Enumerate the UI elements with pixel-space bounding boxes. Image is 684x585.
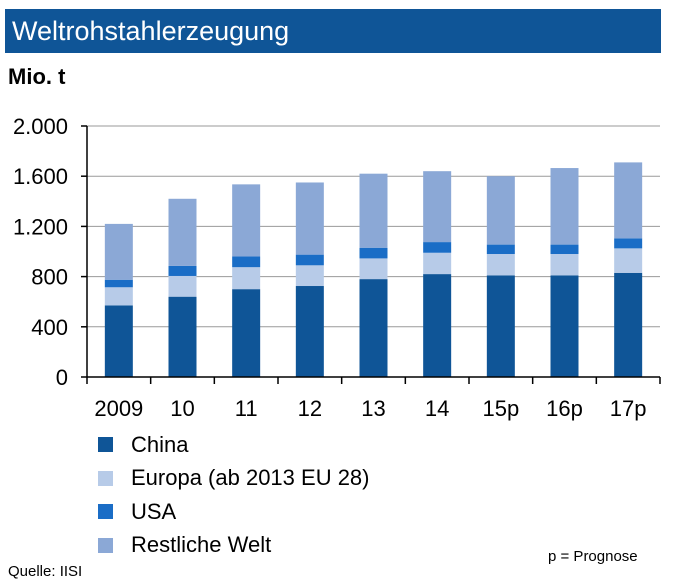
bar-segment-china bbox=[550, 275, 579, 377]
bar-segment-restliche bbox=[486, 176, 515, 245]
chart-title-banner: Weltrohstahlerzeugung bbox=[5, 9, 661, 53]
bar-segment-china bbox=[486, 275, 515, 377]
chart-legend: China Europa (ab 2013 EU 28) USA Restlic… bbox=[98, 428, 370, 562]
x-tick-label: 13 bbox=[361, 396, 385, 421]
legend-label-europa: Europa (ab 2013 EU 28) bbox=[131, 465, 370, 491]
bar-segment-europa bbox=[104, 287, 133, 306]
legend-swatch-europa bbox=[98, 470, 113, 486]
legend-item-restliche-welt: Restliche Welt bbox=[98, 529, 370, 563]
bar-segment-china bbox=[104, 305, 133, 377]
bar-segment-restliche bbox=[423, 171, 452, 243]
y-tick-label: 2.000 bbox=[13, 114, 68, 139]
bar-segment-europa bbox=[550, 254, 579, 276]
bar-segment-china bbox=[232, 289, 261, 377]
legend-label-restliche-welt: Restliche Welt bbox=[131, 532, 272, 558]
x-tick-label: 15p bbox=[482, 396, 519, 421]
bar-segment-europa bbox=[486, 254, 515, 276]
y-tick-label: 1.200 bbox=[13, 214, 68, 239]
source-note: Quelle: IISI bbox=[8, 563, 83, 580]
bar-segment-restliche bbox=[232, 184, 261, 257]
bar-segment-europa bbox=[295, 265, 324, 287]
bar-segment-usa bbox=[550, 244, 579, 255]
y-tick-label: 800 bbox=[31, 265, 68, 290]
bar-segment-restliche bbox=[614, 162, 643, 239]
legend-swatch-usa bbox=[98, 504, 113, 520]
x-tick-label: 10 bbox=[170, 396, 194, 421]
legend-item-usa: USA bbox=[98, 495, 370, 529]
y-axis-unit-label: Mio. t bbox=[8, 64, 66, 89]
legend-label-china: China bbox=[131, 431, 189, 457]
bar-segment-usa bbox=[423, 242, 452, 253]
bar-segment-restliche bbox=[104, 223, 133, 280]
y-tick-label: 1.600 bbox=[13, 164, 68, 189]
bar-segment-usa bbox=[104, 279, 133, 288]
x-tick-label: 14 bbox=[425, 396, 449, 421]
x-tick-label: 11 bbox=[235, 396, 258, 421]
bar-segment-europa bbox=[232, 267, 261, 290]
bar-segment-usa bbox=[486, 244, 515, 255]
legend-label-usa: USA bbox=[131, 498, 177, 524]
bar-segment-restliche bbox=[550, 168, 579, 245]
legend-item-china: China bbox=[98, 428, 370, 462]
chart-title: Weltrohstahlerzeugung bbox=[12, 16, 290, 46]
y-tick-label: 400 bbox=[31, 315, 68, 340]
bar-segment-usa bbox=[359, 247, 388, 259]
bar-segment-restliche bbox=[168, 198, 197, 266]
legend-swatch-china bbox=[98, 437, 113, 453]
bar-segment-usa bbox=[614, 238, 643, 249]
bar-segment-usa bbox=[168, 265, 197, 276]
bar-segment-china bbox=[423, 274, 452, 377]
legend-item-europa: Europa (ab 2013 EU 28) bbox=[98, 462, 370, 496]
legend-swatch-restliche-welt bbox=[98, 537, 113, 553]
bar-segment-europa bbox=[168, 275, 197, 297]
bar-segment-usa bbox=[295, 254, 324, 266]
bar-segment-europa bbox=[614, 248, 643, 273]
x-tick-label: 12 bbox=[298, 396, 322, 421]
bar-segment-restliche bbox=[295, 182, 324, 255]
bar-segment-restliche bbox=[359, 173, 388, 248]
bar-segment-china bbox=[295, 286, 324, 377]
bar-segment-china bbox=[359, 279, 388, 377]
bar-segment-europa bbox=[359, 258, 388, 280]
x-tick-label: 17p bbox=[610, 396, 647, 421]
bar-segment-usa bbox=[232, 256, 261, 268]
x-tick-label: 16p bbox=[546, 396, 583, 421]
bar-segment-europa bbox=[423, 252, 452, 275]
y-tick-label: 0 bbox=[56, 365, 68, 390]
bar-segment-china bbox=[168, 296, 197, 377]
forecast-note: p = Prognose bbox=[548, 548, 638, 565]
bar-segment-china bbox=[614, 272, 643, 377]
x-tick-label: 2009 bbox=[94, 396, 143, 421]
